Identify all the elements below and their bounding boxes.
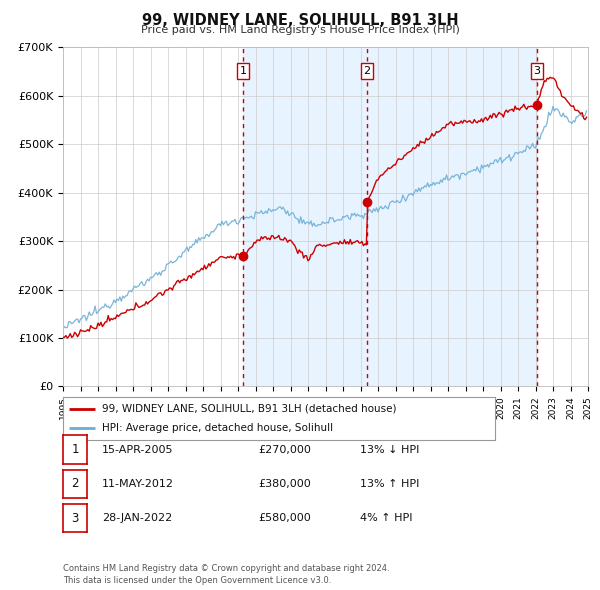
Text: 15-APR-2005: 15-APR-2005 — [102, 445, 173, 454]
Text: 1: 1 — [239, 66, 247, 76]
Text: HPI: Average price, detached house, Solihull: HPI: Average price, detached house, Soli… — [102, 423, 333, 433]
Text: Price paid vs. HM Land Registry's House Price Index (HPI): Price paid vs. HM Land Registry's House … — [140, 25, 460, 35]
Text: Contains HM Land Registry data © Crown copyright and database right 2024.
This d: Contains HM Land Registry data © Crown c… — [63, 565, 389, 585]
Text: 11-MAY-2012: 11-MAY-2012 — [102, 479, 174, 489]
Text: 28-JAN-2022: 28-JAN-2022 — [102, 513, 172, 523]
Text: 99, WIDNEY LANE, SOLIHULL, B91 3LH: 99, WIDNEY LANE, SOLIHULL, B91 3LH — [142, 13, 458, 28]
Text: 2: 2 — [364, 66, 371, 76]
Text: 3: 3 — [533, 66, 541, 76]
Text: 4% ↑ HPI: 4% ↑ HPI — [360, 513, 413, 523]
Text: 2: 2 — [71, 477, 79, 490]
Text: 99, WIDNEY LANE, SOLIHULL, B91 3LH (detached house): 99, WIDNEY LANE, SOLIHULL, B91 3LH (deta… — [102, 404, 397, 414]
Text: £580,000: £580,000 — [258, 513, 311, 523]
Text: 13% ↓ HPI: 13% ↓ HPI — [360, 445, 419, 454]
Text: 13% ↑ HPI: 13% ↑ HPI — [360, 479, 419, 489]
Text: £270,000: £270,000 — [258, 445, 311, 454]
Bar — [243, 47, 537, 386]
Text: 3: 3 — [71, 512, 79, 525]
Text: £380,000: £380,000 — [258, 479, 311, 489]
Text: 1: 1 — [71, 443, 79, 456]
